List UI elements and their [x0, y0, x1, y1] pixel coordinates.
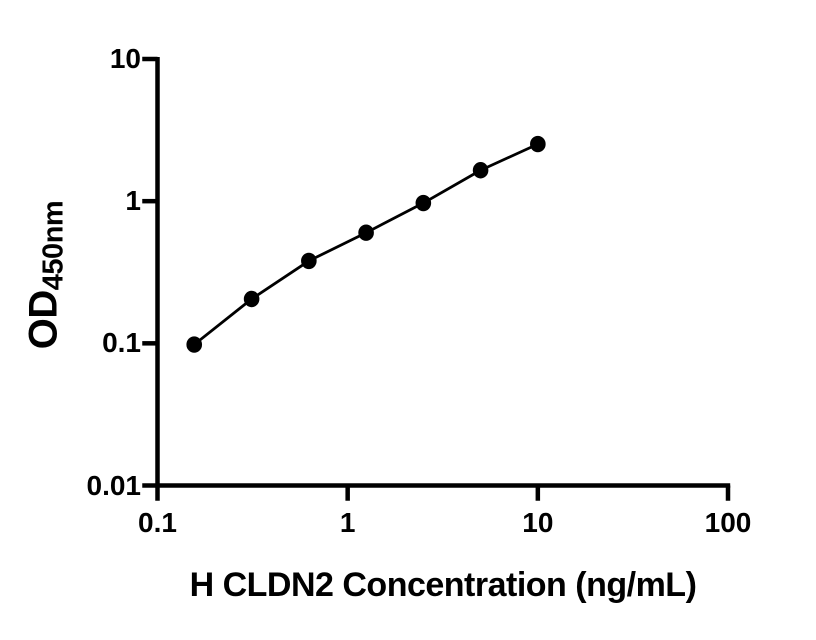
axis-spine	[155, 57, 731, 488]
y-tick-label: 1	[125, 185, 141, 217]
data-point	[415, 194, 432, 212]
data-point	[301, 252, 317, 270]
x-tick-label: 10	[522, 507, 554, 538]
x-tick-label: 0.1	[138, 507, 177, 538]
data-point	[186, 336, 203, 353]
data-point	[243, 290, 260, 308]
data-point	[530, 135, 546, 153]
y-tick-label: 10	[109, 43, 141, 74]
data-point	[358, 224, 374, 241]
y-tick-label: 0.01	[86, 469, 142, 501]
data-point	[472, 162, 489, 179]
y-axis-title: OD450nm	[22, 201, 70, 349]
x-tick-label: 100	[704, 507, 752, 538]
y-tick-label: 0.1	[102, 327, 141, 359]
x-axis-title: H CLDN2 Concentration (ng/mL)	[189, 566, 697, 604]
x-tick-label: 1	[339, 507, 356, 538]
